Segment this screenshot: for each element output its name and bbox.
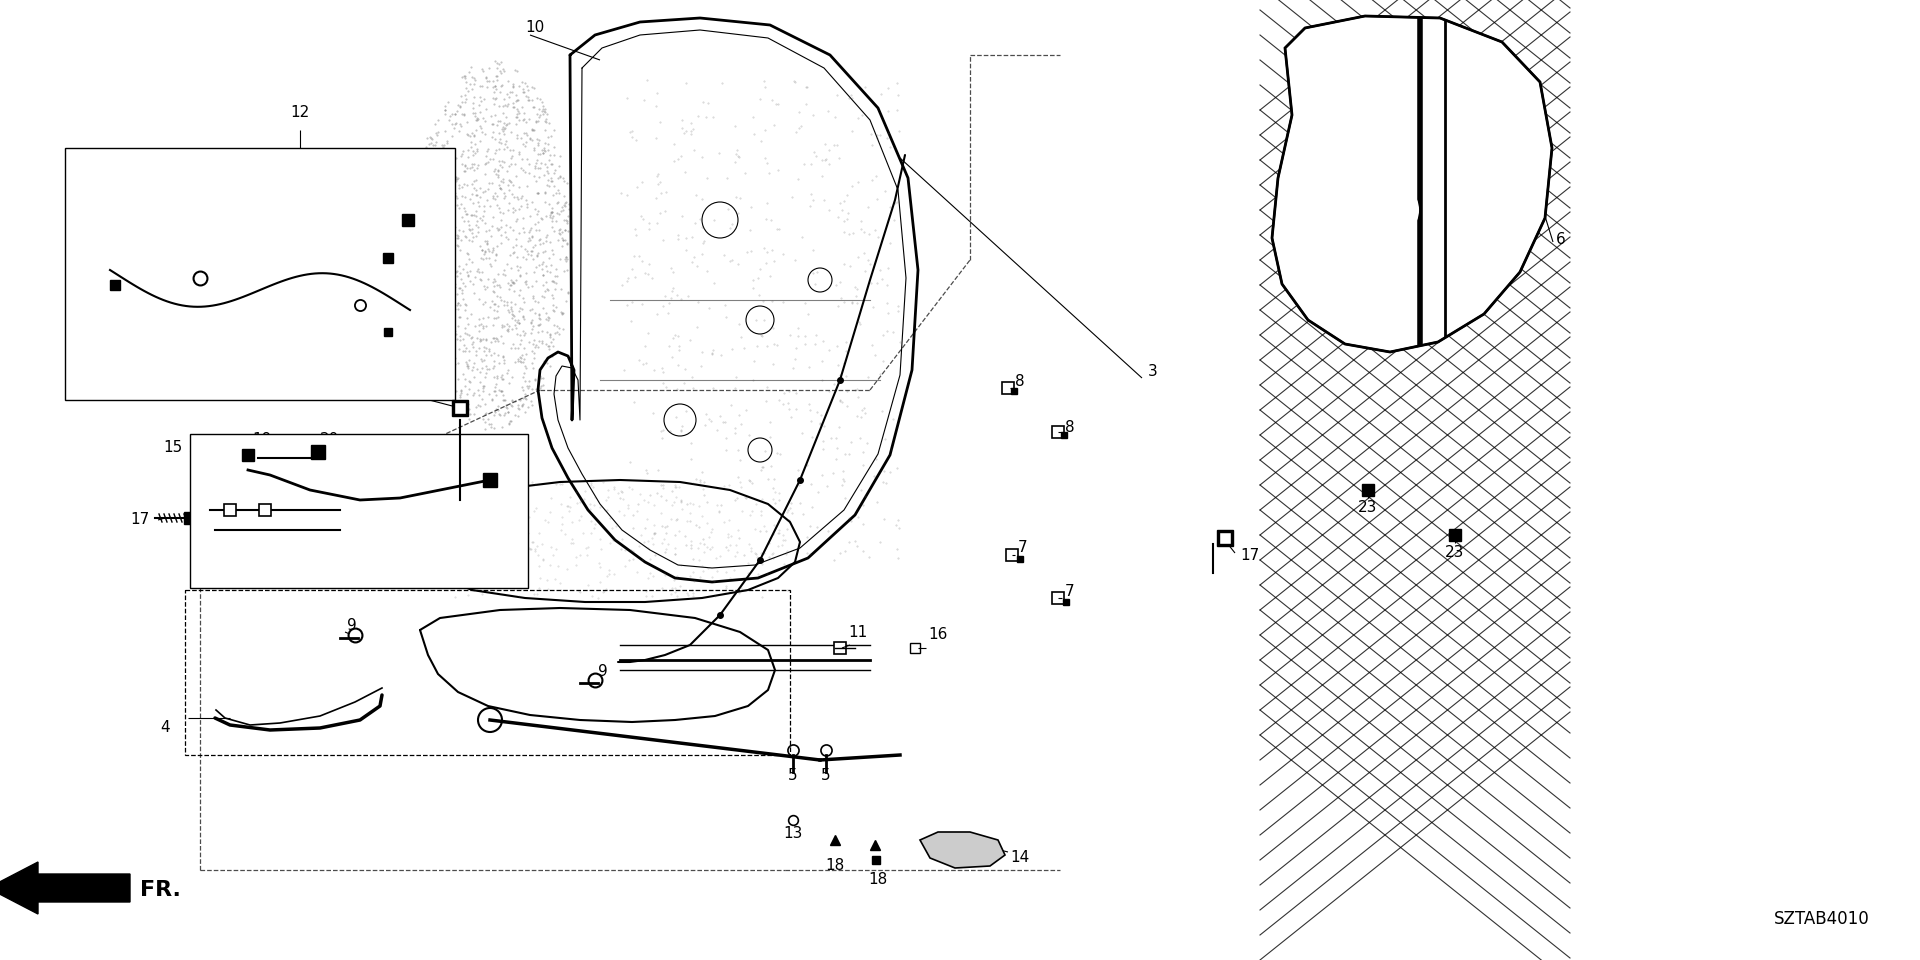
Text: 5: 5: [789, 768, 799, 783]
Circle shape: [1361, 182, 1419, 238]
FancyArrow shape: [0, 862, 131, 914]
Text: 17: 17: [1240, 547, 1260, 563]
Text: 21: 21: [275, 193, 294, 207]
Polygon shape: [920, 832, 1004, 868]
Text: 12: 12: [290, 105, 309, 120]
Text: 21: 21: [342, 328, 361, 344]
Bar: [65, 148, 455, 400]
Text: 6: 6: [1555, 232, 1565, 248]
Text: 1: 1: [188, 500, 198, 516]
Text: 14: 14: [1010, 851, 1029, 866]
Text: 7: 7: [1018, 540, 1027, 556]
Text: 11: 11: [849, 625, 868, 640]
Text: 4: 4: [159, 720, 169, 735]
Text: 22: 22: [411, 164, 430, 180]
Text: 17: 17: [131, 513, 150, 527]
Bar: [184, 590, 789, 755]
Text: 19: 19: [252, 433, 271, 447]
Text: 15: 15: [163, 441, 182, 455]
Text: FR.: FR.: [140, 880, 180, 900]
Text: SZTAB4010: SZTAB4010: [1774, 910, 1870, 928]
Text: 23: 23: [1357, 500, 1379, 515]
Polygon shape: [1271, 16, 1551, 352]
Text: 10: 10: [524, 20, 543, 36]
Text: 17: 17: [380, 382, 399, 397]
Text: 9: 9: [348, 618, 357, 634]
Text: 7: 7: [1066, 585, 1075, 599]
Text: 8: 8: [1016, 374, 1025, 390]
Bar: [190, 434, 528, 588]
Text: 16: 16: [927, 627, 947, 642]
Text: 19: 19: [81, 201, 100, 215]
Text: 18: 18: [826, 858, 845, 873]
Text: 20: 20: [321, 433, 340, 447]
Text: 18: 18: [868, 872, 887, 887]
Text: 2: 2: [188, 524, 198, 540]
Text: 13: 13: [783, 826, 803, 841]
Text: 9: 9: [597, 664, 609, 680]
Text: 8: 8: [1066, 420, 1075, 436]
Text: 5: 5: [822, 768, 831, 783]
Text: 3: 3: [1148, 365, 1158, 379]
Text: 23: 23: [1446, 545, 1465, 560]
